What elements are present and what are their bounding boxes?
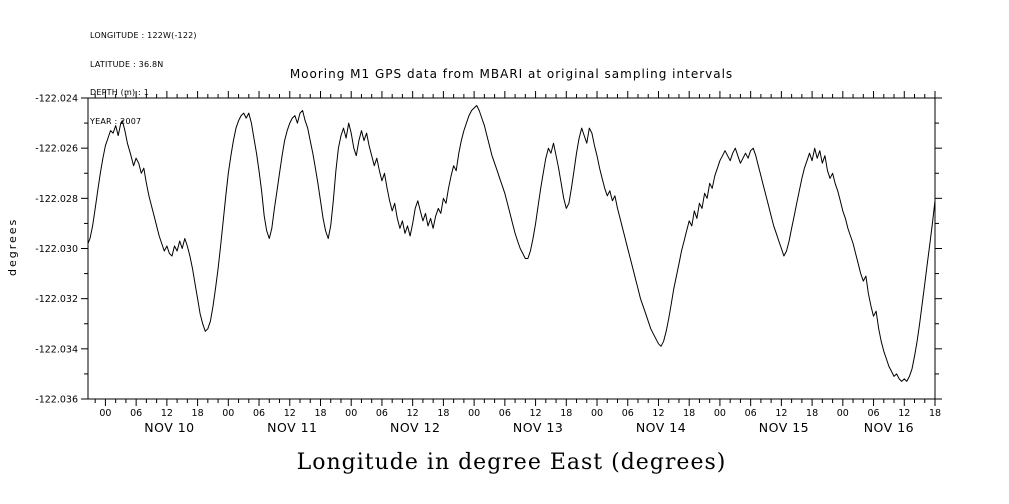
x-tick-label: 06 xyxy=(868,408,880,419)
x-day-label: NOV 15 xyxy=(759,420,809,435)
meta-depth: DEPTH (m) : 1 xyxy=(90,88,149,97)
x-tick-label: 12 xyxy=(652,408,664,419)
x-axis-title: Longitude in degree East (degrees) xyxy=(296,450,727,475)
x-tick-label: 00 xyxy=(222,408,234,419)
x-tick-label: 06 xyxy=(253,408,265,419)
x-tick-label: 12 xyxy=(530,408,542,419)
x-tick-label: 06 xyxy=(499,408,511,419)
x-tick-label: 18 xyxy=(437,408,449,419)
x-tick-label: 12 xyxy=(775,408,787,419)
x-tick-label: 06 xyxy=(745,408,757,419)
x-tick-label: 18 xyxy=(683,408,695,419)
y-tick-label: -122.034 xyxy=(35,344,78,355)
x-day-label: NOV 12 xyxy=(390,420,440,435)
x-day-label: NOV 13 xyxy=(513,420,563,435)
y-tick-label: -122.030 xyxy=(35,244,78,255)
x-tick-label: 06 xyxy=(130,408,142,419)
meta-year: YEAR : 2007 xyxy=(90,116,142,126)
x-tick-label: 18 xyxy=(806,408,818,419)
x-tick-label: 12 xyxy=(407,408,419,419)
x-tick-label: 12 xyxy=(161,408,173,419)
meta-latitude: LATITUDE : 36.8N xyxy=(90,59,164,69)
x-tick-label: 00 xyxy=(714,408,726,419)
y-tick-label: -122.028 xyxy=(35,194,78,205)
x-tick-label: 12 xyxy=(898,408,910,419)
x-tick-label: 18 xyxy=(929,408,941,419)
x-tick-label: 18 xyxy=(560,408,572,419)
x-day-label: NOV 11 xyxy=(267,420,317,435)
y-tick-label: -122.024 xyxy=(35,94,78,105)
x-tick-label: 12 xyxy=(284,408,296,419)
plot-frame xyxy=(87,97,936,400)
x-tick-label: 00 xyxy=(99,408,111,419)
x-tick-label: 18 xyxy=(192,408,204,419)
y-tick-label: -122.036 xyxy=(35,395,78,406)
x-day-label: NOV 16 xyxy=(864,420,914,435)
x-tick-label: 06 xyxy=(376,408,388,419)
x-tick-label: 00 xyxy=(591,408,603,419)
header-metadata: LONGITUDE : 122W(-122) LATITUDE : 36.8N … xyxy=(90,12,197,145)
longitude-trace xyxy=(87,105,936,382)
x-tick-label: 00 xyxy=(837,408,849,419)
x-tick-label: 18 xyxy=(314,408,326,419)
y-tick-label: -122.032 xyxy=(35,294,78,305)
x-tick-label: 06 xyxy=(622,408,634,419)
meta-longitude: LONGITUDE : 122W(-122) xyxy=(90,31,197,40)
x-tick-label: 00 xyxy=(468,408,480,419)
x-tick-label: 00 xyxy=(345,408,357,419)
y-tick-label: -122.026 xyxy=(35,144,78,155)
x-day-label: NOV 14 xyxy=(636,420,686,435)
x-day-label: NOV 10 xyxy=(144,420,194,435)
chart-title: Mooring M1 GPS data from MBARI at origin… xyxy=(289,67,734,81)
